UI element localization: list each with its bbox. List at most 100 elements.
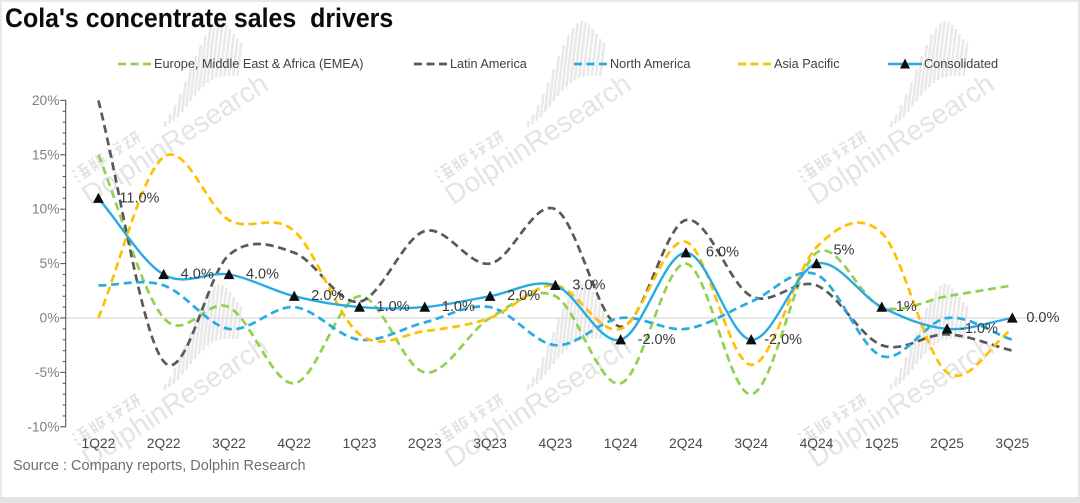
watermark-unit: DolphinResearch [434,20,636,211]
left-edge [0,0,2,503]
triangle-marker[interactable] [615,334,627,345]
series-line-0[interactable] [97,154,1013,396]
data-label: 1.0% [377,299,410,315]
data-label: -2.0% [638,332,676,348]
data-label: 1% [896,299,917,315]
triangle-marker[interactable] [223,268,235,280]
source-note: Source : Company reports, Dolphin Resear… [13,458,306,474]
watermark-en-text: DolphinResearch [76,331,273,474]
x-tick-label: 4Q23 [538,436,572,451]
x-tick-label: 4Q22 [277,436,311,451]
top-edge [0,0,1080,2]
data-label: -2.0% [764,332,802,348]
data-label: 5% [833,243,854,259]
watermark-en-text: DolphinResearch [439,68,636,211]
triangle-marker[interactable] [288,290,300,301]
legend-item-asia-pacific[interactable]: Asia Pacific [738,55,840,73]
dolphin-fan-logo-icon [163,20,243,128]
legend-label-consolidated: Consolidated [924,57,999,71]
bottom-edge [0,497,1080,503]
series-layer [97,100,1014,396]
x-tick-label: 3Q25 [995,436,1029,451]
triangle-marker[interactable] [549,279,561,290]
watermark-cn-text [797,393,867,446]
data-label: 4.0% [246,266,279,282]
data-label: 2.0% [311,288,344,304]
triangle-marker[interactable] [680,247,692,258]
emea-dashed-line-icon [118,62,152,66]
watermark-cn-text [797,130,867,183]
y-tick-label: 5% [40,256,60,271]
y-axis [60,99,67,428]
triangle-marker[interactable] [484,290,496,301]
x-tick-label: 2Q25 [930,436,964,451]
x-tick-label: 2Q22 [147,436,181,451]
triangle-marker[interactable] [93,192,104,203]
watermark-cn-text [71,393,141,446]
series-line-1[interactable] [97,100,1013,367]
watermark-en-text: DolphinResearch [76,68,273,211]
series-line-4[interactable] [97,197,1013,342]
watermark-cn-text [434,393,504,446]
legend-item-north-america[interactable]: North America [574,55,690,73]
triangle-marker[interactable] [419,301,431,312]
triangle-marker[interactable] [941,323,953,334]
data-label: -1.0% [960,321,998,337]
series-line-2[interactable] [98,271,1013,359]
asia-pacific-dashed-line-icon [738,62,772,66]
data-label: 4.0% [181,266,214,282]
y-tick-label: 10% [32,202,60,217]
x-tick-label: 1Q22 [82,436,116,451]
data-label: 2.0% [507,288,540,304]
north-america-dashed-line-icon [574,62,608,66]
x-tick-label: 1Q23 [343,436,377,451]
x-tick-label: 2Q24 [669,436,703,451]
watermark-cn-text [434,130,504,183]
x-tick-label: 3Q22 [212,436,246,451]
triangle-marker[interactable] [158,268,170,280]
x-tick-label: 3Q24 [734,436,768,451]
legend: Europe, Middle East & Africa (EMEA) Lati… [0,55,1080,73]
triangle-marker[interactable] [876,301,888,312]
data-label: 1.0% [442,299,475,315]
y-tick-label: 15% [32,147,60,162]
data-label: 6.0% [706,245,739,261]
data-label: 0.0% [1026,310,1059,326]
triangle-marker[interactable] [745,334,757,345]
legend-item-consolidated[interactable]: Consolidated [888,55,998,73]
latin-america-dashed-line-icon [414,62,448,66]
legend-label-latin-america: Latin America [450,57,527,71]
consolidated-markers: 11.0% 4.0% 4.0% 2.0% 1.0% 1.0% 2.0% 3.0% -2.0% 6.… [93,190,1059,348]
consolidated-line-triangle-icon [888,58,922,69]
legend-label-asia-pacific: Asia Pacific [774,57,840,71]
legend-label-north-america: North America [610,57,691,71]
data-label: 3.0% [572,277,605,293]
y-tick-label: -10% [27,419,59,434]
legend-item-emea[interactable]: Europe, Middle East & Africa (EMEA) [118,55,363,73]
legend-label-emea: Europe, Middle East & Africa (EMEA) [154,57,364,71]
dolphin-fan-logo-icon [889,20,969,128]
y-tick-label: -5% [35,365,60,380]
y-tick-label: 0% [40,311,60,326]
x-tick-label: 1Q25 [865,436,899,451]
data-label: 11.0% [119,190,159,206]
x-tick-label: 3Q23 [473,436,507,451]
watermark-en-text: DolphinResearch [439,331,636,474]
triangle-marker[interactable] [1006,312,1018,323]
legend-item-latin-america[interactable]: Latin America [414,55,527,73]
triangle-marker[interactable] [354,301,365,312]
x-tick-label: 1Q24 [604,436,638,451]
x-tick-label: 2Q23 [408,436,442,451]
triangle-marker[interactable] [811,258,822,269]
watermark-unit: DolphinResearch [797,20,999,211]
y-tick-label: 20% [32,93,60,108]
watermark-en-text: DolphinResearch [802,68,999,211]
dolphin-fan-logo-icon [526,20,606,128]
watermark-layer: DolphinResearch DolphinResearch DolphinRes… [71,20,999,474]
chart-title: Cola's concentrate sales drivers [5,3,394,33]
x-tick-label: 4Q24 [800,436,834,451]
right-edge [1077,0,1080,503]
series-line-3[interactable] [97,153,1014,377]
